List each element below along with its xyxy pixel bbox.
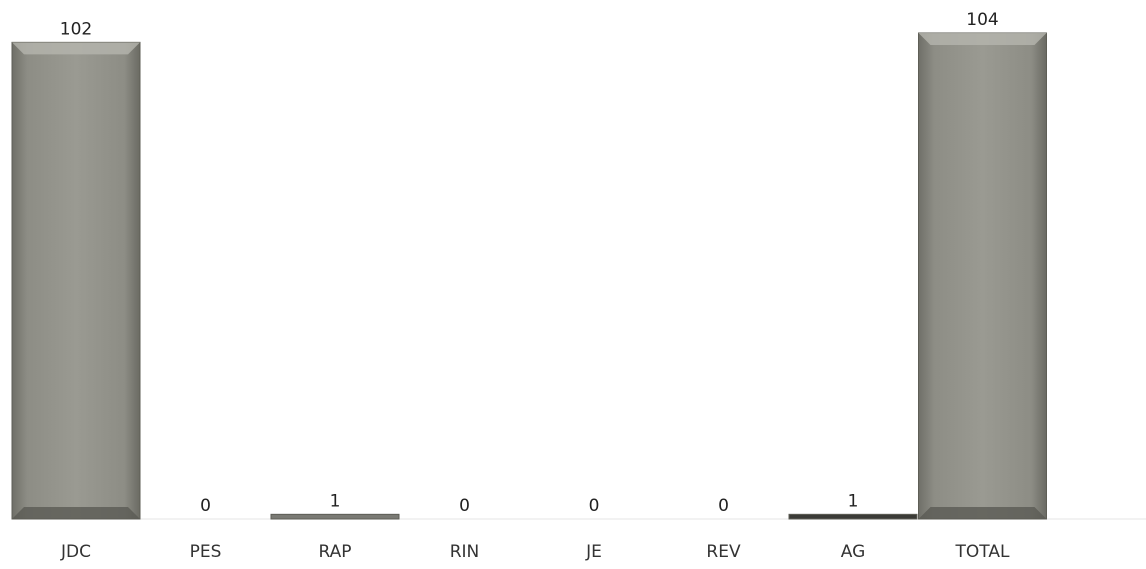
bar-jdc — [11, 41, 141, 520]
bar-total — [918, 32, 1047, 520]
value-label-total: 104 — [966, 10, 998, 30]
category-label-rin: RIN — [450, 542, 480, 562]
category-label-total: TOTAL — [955, 542, 1010, 562]
bar-rap — [270, 513, 400, 520]
value-label-rev: 0 — [718, 496, 729, 516]
bars-group — [11, 32, 1047, 520]
category-label-ag: AG — [841, 542, 866, 562]
bar-ag — [788, 513, 918, 520]
category-label-pes: PES — [190, 542, 222, 562]
value-label-ag: 1 — [848, 491, 859, 511]
value-label-pes: 0 — [200, 496, 211, 516]
category-label-je: JE — [585, 542, 602, 562]
category-label-jdc: JDC — [60, 542, 91, 562]
category-label-rap: RAP — [318, 542, 351, 562]
category-label-rev: REV — [706, 542, 741, 562]
value-label-rin: 0 — [459, 496, 470, 516]
value-label-rap: 1 — [330, 491, 341, 511]
value-label-jdc: 102 — [60, 19, 92, 39]
value-labels-group: 102 0 1 0 0 0 1 104 — [60, 10, 999, 516]
value-label-je: 0 — [589, 496, 600, 516]
category-labels-group: JDC PES RAP RIN JE REV AG TOTAL — [60, 542, 1010, 562]
